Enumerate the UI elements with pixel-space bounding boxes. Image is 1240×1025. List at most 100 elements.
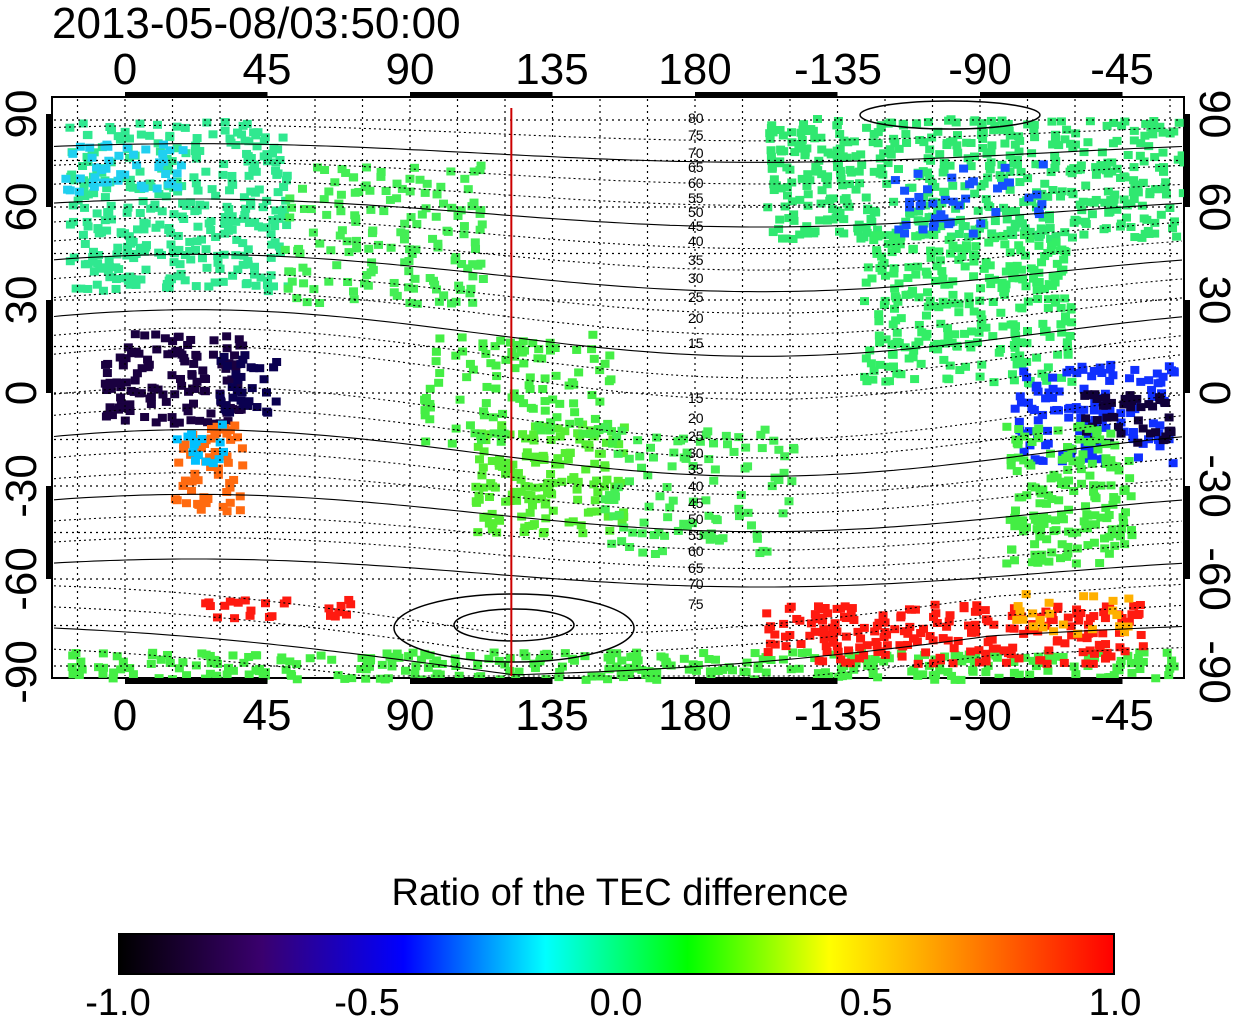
tec-data-cell [1039,284,1049,293]
tec-data-cell [1158,148,1168,157]
tec-data-cell [514,667,524,676]
tec-data-cell [105,378,115,387]
tec-data-cell [1151,428,1161,437]
tec-data-cell [1060,294,1070,303]
colorbar-tick-label: 0.5 [839,982,893,1024]
tec-data-cell [203,418,213,427]
tec-data-cell [1014,493,1024,502]
tec-data-cell [1011,331,1021,340]
right-latitude-label: 30 [1190,276,1239,325]
tec-data-cell [243,245,253,254]
tec-data-cell [1024,459,1034,468]
tec-data-cell [922,270,932,279]
tec-data-cell [988,297,998,306]
tec-data-cell [691,666,701,675]
tec-data-cell [813,166,823,175]
tec-data-cell [1112,611,1122,620]
tec-data-cell [1007,370,1017,379]
tec-data-cell [590,496,600,505]
tec-data-cell [1148,130,1158,139]
tec-data-cell [1018,516,1028,525]
tec-data-cell [585,430,595,439]
tec-data-cell [1067,187,1077,196]
tec-data-cell [1145,190,1155,199]
tec-data-cell [96,165,106,174]
tec-data-cell [225,483,235,492]
tec-data-cell [1141,119,1151,128]
top-longitude-label: 90 [386,45,435,94]
tec-data-cell [901,130,911,139]
tec-data-cell [994,673,1004,682]
tec-data-cell [1062,341,1072,350]
tec-data-cell [953,636,963,645]
tec-data-cell [146,204,156,213]
tec-data-cell [652,672,662,681]
tec-data-cell [1010,506,1020,515]
tec-data-cell [1155,396,1165,405]
tec-data-cell [1023,297,1033,306]
tec-data-cell [860,297,870,306]
tec-data-cell [761,668,771,677]
tec-data-cell [1117,524,1127,533]
tec-data-cell [832,121,842,130]
tec-data-cell [189,440,199,449]
tec-data-cell [930,675,940,684]
tec-data-cell [1051,232,1061,241]
tec-data-cell [529,430,539,439]
tec-data-cell [359,279,369,288]
tec-data-cell [511,672,521,681]
tec-data-cell [538,483,548,492]
tec-data-cell [740,464,750,473]
tec-data-cell [833,647,843,656]
tec-data-cell [206,226,216,235]
colorbar-tick-label: 1.0 [1088,982,1142,1024]
tec-data-cell [554,673,564,682]
tec-data-cell [141,145,151,154]
tec-data-cell [1124,457,1134,466]
tec-data-cell [172,348,182,357]
tec-data-cell [1023,327,1033,336]
tec-data-cell [1015,136,1025,145]
tec-data-cell [969,250,979,259]
tec-data-cell [1054,387,1064,396]
tec-data-cell [956,675,966,684]
tec-data-cell [783,191,793,200]
tec-data-cell [1043,363,1053,372]
tec-data-cell [923,185,933,194]
tec-data-cell [1040,179,1050,188]
tec-data-cell [141,219,151,228]
tec-data-cell [1108,371,1118,380]
tec-data-cell [1057,514,1067,523]
tec-data-cell [103,208,113,217]
tec-data-cell [1025,227,1035,236]
tec-data-cell [161,397,171,406]
tec-data-cell [600,359,610,368]
tec-data-cell [1020,432,1030,441]
bottom-longitude-label: 135 [515,691,588,740]
tec-data-cell [929,612,939,621]
tec-data-cell [432,656,442,665]
tec-data-cell [1016,167,1026,176]
tec-data-cell [614,440,624,449]
tec-data-cell [766,146,776,155]
tec-data-cell [241,204,251,213]
tec-data-cell [572,485,582,494]
tec-data-cell [540,500,550,509]
tec-data-cell [736,491,746,500]
tec-data-cell [1138,178,1148,187]
tec-data-cell [1019,447,1029,456]
map-timestamp: 2013-05-08/03:50:00 [52,0,461,48]
tec-data-cell [536,426,546,435]
tec-data-cell [1168,459,1178,468]
tec-data-cell [116,665,126,674]
tec-data-cell [1064,413,1074,422]
tec-data-cell [795,195,805,204]
tec-data-cell [898,119,908,128]
tec-data-cell [516,487,526,496]
tec-data-cell [237,130,247,139]
tec-data-cell [166,228,176,237]
tec-data-cell [490,342,500,351]
tec-data-cell [1022,523,1032,532]
tec-data-cell [459,230,469,239]
tec-data-cell [475,166,485,175]
